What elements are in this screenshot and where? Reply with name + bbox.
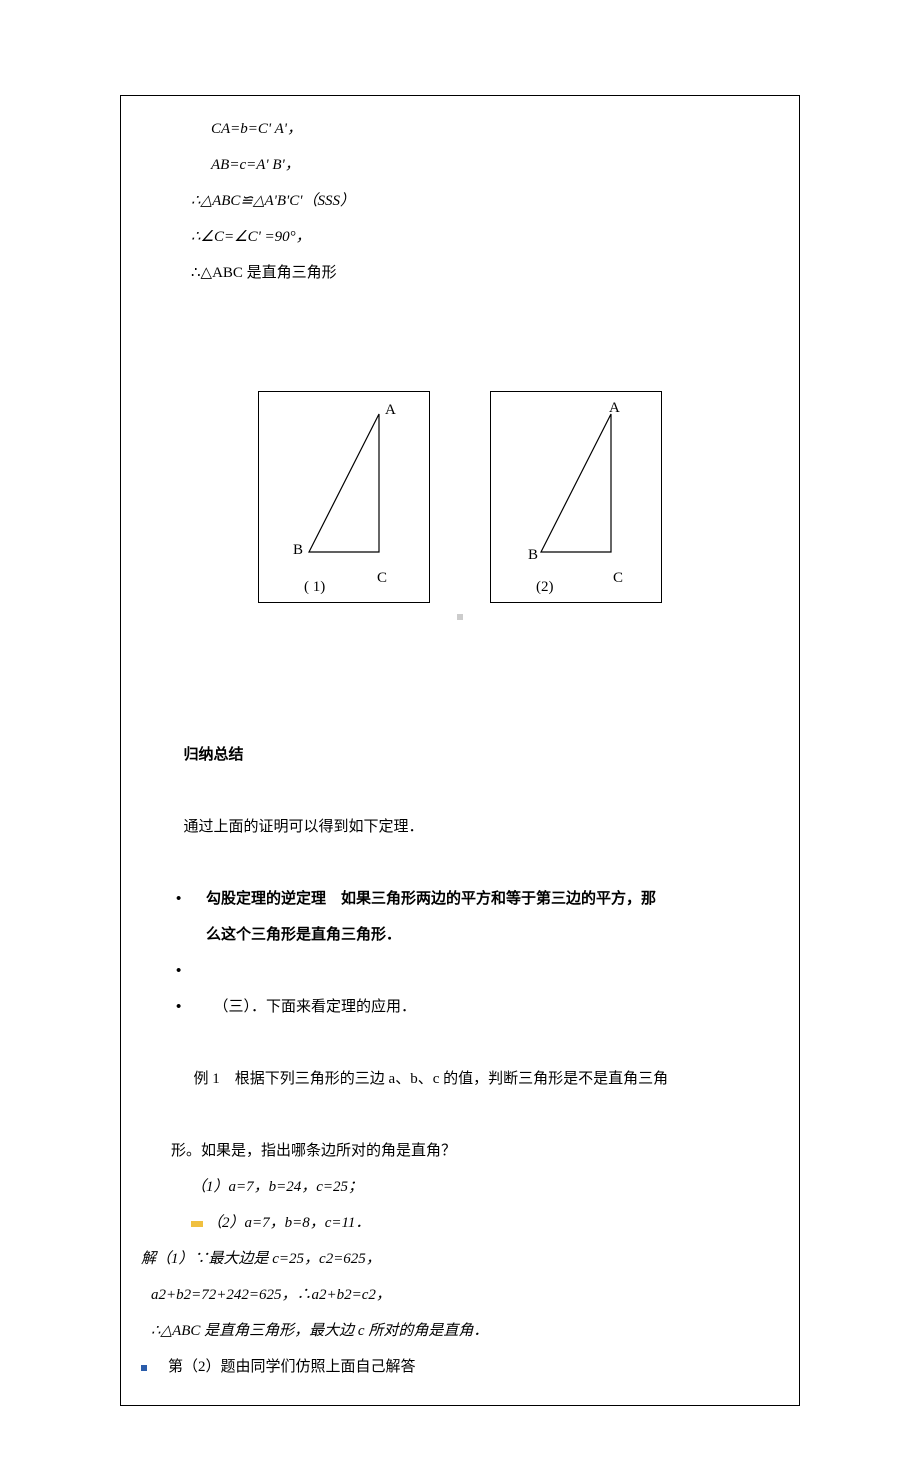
summary-tail: 通过上面的证明可以得到如下定理． (184, 819, 424, 835)
solution-line-4: 第（2）题由同学们仿照上面自己解答 (141, 1349, 779, 1385)
bullet-dot-icon: • (176, 881, 206, 917)
example-body2: 形。如果是，指出哪条边所对的角是直角？ (171, 1133, 779, 1169)
label-B-1: B (293, 542, 303, 559)
diagram-2: A B C (2) (490, 391, 662, 603)
example-q2: （2）a=7，b=8，c=11． (191, 1205, 779, 1241)
label-C-2: C (613, 570, 623, 587)
bullet-empty: • (176, 953, 779, 989)
solution-line-2: a2+b2=72+242=625，∴a2+b2=c2， (151, 1277, 779, 1313)
proof-line-1: CA=b=C' A'， (211, 111, 779, 147)
solution-line-3: ∴△ABC 是直角三角形，最大边 c 所对的角是直角． (151, 1313, 779, 1349)
triangle-diagrams: A B C ( 1) A B C (2) (141, 391, 779, 603)
example-head-line: 例 1 根据下列三角形的三边 a、b、c 的值，判断三角形是不是直角三角 (171, 1025, 779, 1133)
proof-line-4: ∴∠C=∠C' =90°， (191, 219, 779, 255)
blue-marker-icon (141, 1365, 147, 1371)
page: CA=b=C' A'， AB=c=A' B'， ∴△ABC≌△A'B'C'（SS… (0, 0, 920, 1466)
summary-title: 归纳总结 (184, 747, 244, 763)
main-content-cell: CA=b=C' A'， AB=c=A' B'， ∴△ABC≌△A'B'C'（SS… (120, 95, 800, 1406)
bullet-dot-icon: • (176, 953, 206, 989)
solution-line-1: 解（1）∵最大边是 c=25，c2=625， (141, 1241, 779, 1277)
proof-line-3: ∴△ABC≌△A'B'C'（SSS） (191, 183, 779, 219)
small-highlight-icon (191, 1221, 203, 1227)
diagram-1: A B C ( 1) (258, 391, 430, 603)
caption-2: (2) (536, 579, 554, 596)
caption-1: ( 1) (304, 579, 325, 596)
bullet-theorem: • 勾股定理的逆定理 如果三角形两边的平方和等于第三边的平方，那 么这个三角形是… (176, 881, 779, 953)
triangle-svg-1 (259, 392, 429, 602)
triangle-svg-2 (491, 392, 661, 602)
section3-text: （三）．下面来看定理的应用． (206, 989, 779, 1025)
label-A-2: A (609, 400, 620, 417)
label-A-1: A (385, 402, 396, 419)
theorem-text: 勾股定理的逆定理 如果三角形两边的平方和等于第三边的平方，那 么这个三角形是直角… (206, 881, 779, 953)
proof-line-2: AB=c=A' B'， (211, 147, 779, 183)
label-C-1: C (377, 570, 387, 587)
summary-line: 归纳总结 通过上面的证明可以得到如下定理． (161, 701, 779, 881)
bullet-dot-icon: • (176, 989, 206, 1025)
under-diagram-mark (141, 608, 779, 626)
label-B-2: B (528, 547, 538, 564)
example-q1: （1）a=7，b=24，c=25； (191, 1169, 779, 1205)
bullet-section3: • （三）．下面来看定理的应用． (176, 989, 779, 1025)
proof-line-5: ∴△ABC 是直角三角形 (191, 255, 779, 291)
